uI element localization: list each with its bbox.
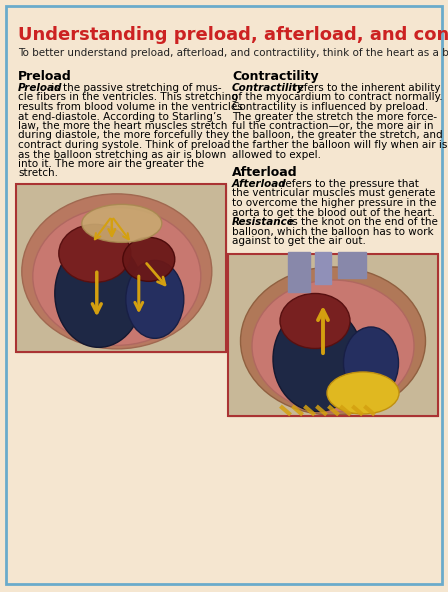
Text: aorta to get the blood out of the heart.: aorta to get the blood out of the heart. <box>232 208 435 217</box>
Text: the ventricular muscles must generate: the ventricular muscles must generate <box>232 188 435 198</box>
Ellipse shape <box>280 294 350 349</box>
Ellipse shape <box>252 280 414 412</box>
Text: during diastole, the more forcefully they: during diastole, the more forcefully the… <box>18 130 229 140</box>
Ellipse shape <box>59 224 131 282</box>
Ellipse shape <box>273 307 363 411</box>
Text: ful the contraction—or, the more air in: ful the contraction—or, the more air in <box>232 121 434 131</box>
Text: refers to the pressure that: refers to the pressure that <box>278 179 419 189</box>
Text: to overcome the higher pressure in the: to overcome the higher pressure in the <box>232 198 436 208</box>
Text: the farther the balloon will fly when air is: the farther the balloon will fly when ai… <box>232 140 448 150</box>
Text: into it. The more air the greater the: into it. The more air the greater the <box>18 159 204 169</box>
Ellipse shape <box>327 372 399 414</box>
Text: refers to the inherent ability: refers to the inherent ability <box>290 83 440 93</box>
Bar <box>288 252 310 291</box>
Text: Afterload: Afterload <box>232 179 287 189</box>
Ellipse shape <box>241 267 426 415</box>
Text: is the knot on the end of the: is the knot on the end of the <box>286 217 438 227</box>
Text: contract during systole. Think of preload: contract during systole. Think of preloa… <box>18 140 230 150</box>
Text: To better understand preload, afterload, and contractility, think of the heart a: To better understand preload, afterload,… <box>18 48 448 58</box>
Text: law, the more the heart muscles stretch: law, the more the heart muscles stretch <box>18 121 228 131</box>
Text: is the passive stretching of mus-: is the passive stretching of mus- <box>48 83 222 93</box>
Text: The greater the stretch the more force-: The greater the stretch the more force- <box>232 111 437 121</box>
Text: Understanding preload, afterload, and contractility: Understanding preload, afterload, and co… <box>18 26 448 44</box>
Text: Contractility: Contractility <box>232 70 319 83</box>
Text: Contractility is influenced by preload.: Contractility is influenced by preload. <box>232 102 428 112</box>
Text: against to get the air out.: against to get the air out. <box>232 236 366 246</box>
Ellipse shape <box>82 204 162 242</box>
Ellipse shape <box>126 260 184 339</box>
Text: cle fibers in the ventricles. This stretching: cle fibers in the ventricles. This stret… <box>18 92 238 102</box>
Bar <box>338 252 366 278</box>
Text: results from blood volume in the ventricles: results from blood volume in the ventric… <box>18 102 243 112</box>
Text: Preload: Preload <box>18 70 72 83</box>
Bar <box>315 252 331 284</box>
Text: balloon, which the balloon has to work: balloon, which the balloon has to work <box>232 227 434 236</box>
Bar <box>228 253 438 416</box>
Text: Contractility: Contractility <box>232 83 305 93</box>
Text: Afterload: Afterload <box>232 166 297 179</box>
Text: the balloon, the greater the stretch, and: the balloon, the greater the stretch, an… <box>232 130 443 140</box>
Text: at end-diastole. According to Starling’s: at end-diastole. According to Starling’s <box>18 111 222 121</box>
Text: allowed to expel.: allowed to expel. <box>232 150 321 159</box>
Ellipse shape <box>22 194 212 349</box>
Text: of the myocardium to contract normally.: of the myocardium to contract normally. <box>232 92 443 102</box>
Ellipse shape <box>55 239 143 348</box>
Text: as the balloon stretching as air is blown: as the balloon stretching as air is blow… <box>18 150 226 159</box>
Text: stretch.: stretch. <box>18 169 58 179</box>
Ellipse shape <box>33 207 201 345</box>
Bar <box>16 184 226 352</box>
Text: Preload: Preload <box>18 83 62 93</box>
FancyBboxPatch shape <box>6 6 442 584</box>
Ellipse shape <box>123 237 175 281</box>
Ellipse shape <box>344 327 399 399</box>
Text: Resistance: Resistance <box>232 217 295 227</box>
